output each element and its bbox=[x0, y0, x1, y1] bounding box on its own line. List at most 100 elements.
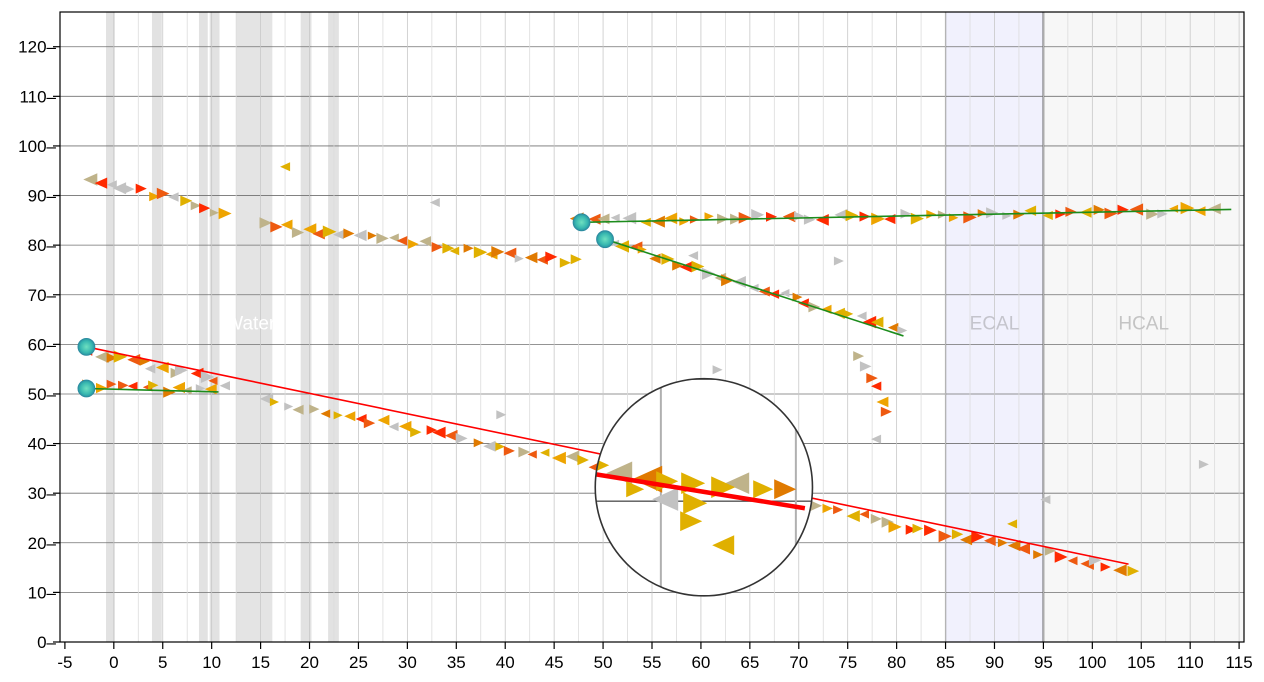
inset-hit-marker bbox=[725, 472, 750, 494]
hit-marker bbox=[199, 203, 211, 214]
hit-marker bbox=[1088, 554, 1102, 566]
hit-marker bbox=[1208, 203, 1221, 215]
x-tick-label: 100 bbox=[1078, 653, 1106, 672]
hit-marker bbox=[926, 209, 937, 219]
vertex-marker bbox=[77, 379, 96, 398]
hit-marker bbox=[833, 505, 844, 515]
vertex-marker bbox=[77, 337, 96, 356]
hit-marker bbox=[218, 207, 232, 220]
hit-marker bbox=[853, 351, 865, 361]
vertex-marker bbox=[596, 230, 614, 249]
inset-border bbox=[594, 377, 814, 597]
hit-marker bbox=[881, 516, 894, 528]
isolated-hit-marker bbox=[833, 256, 844, 266]
hit-marker bbox=[344, 411, 356, 422]
hit-marker bbox=[322, 225, 337, 238]
hit-marker bbox=[880, 406, 892, 417]
hit-marker bbox=[483, 440, 496, 452]
hit-marker bbox=[284, 402, 294, 411]
x-tick-label: 115 bbox=[1226, 653, 1253, 672]
x-tick-label: 25 bbox=[349, 653, 368, 672]
hit-marker bbox=[1104, 207, 1118, 220]
hit-marker bbox=[679, 261, 692, 273]
x-tick-label: 85 bbox=[936, 653, 955, 672]
hit-marker bbox=[353, 229, 367, 242]
hit-marker bbox=[209, 208, 219, 217]
hit-marker bbox=[367, 231, 377, 240]
inset-hit-marker bbox=[626, 481, 645, 498]
hit-marker bbox=[637, 245, 647, 254]
hit-marker bbox=[570, 254, 582, 265]
hit-marker bbox=[640, 217, 651, 227]
hit-marker bbox=[565, 450, 580, 463]
hit-marker bbox=[782, 211, 796, 223]
hit-marker bbox=[856, 311, 867, 321]
y-tick-label: 10– bbox=[28, 583, 57, 602]
y-tick-label: 50– bbox=[28, 385, 57, 404]
hit-marker bbox=[388, 422, 399, 432]
x-tick-label: 40 bbox=[496, 653, 515, 672]
hit-marker bbox=[156, 187, 170, 200]
hit-marker bbox=[432, 426, 446, 439]
hit-marker bbox=[615, 240, 629, 253]
hit-marker bbox=[495, 442, 505, 451]
hit-marker bbox=[156, 361, 169, 374]
inset-hit-marker bbox=[652, 487, 679, 511]
hit-marker bbox=[112, 182, 127, 195]
isolated-hit-marker bbox=[1198, 459, 1209, 469]
hit-marker bbox=[691, 260, 705, 273]
hit-marker bbox=[389, 233, 399, 243]
hit-marker bbox=[463, 243, 474, 253]
hit-marker bbox=[200, 370, 215, 383]
hit-marker bbox=[672, 261, 683, 271]
isolated-hit-marker bbox=[871, 434, 882, 444]
hit-marker bbox=[376, 232, 389, 244]
inset-track-line bbox=[595, 472, 806, 511]
hit-marker bbox=[320, 409, 331, 418]
x-tick-label: 95 bbox=[1034, 653, 1053, 672]
hit-marker bbox=[960, 534, 973, 546]
hit-marker bbox=[123, 184, 135, 194]
isolated-hit-marker bbox=[688, 251, 699, 261]
hit-marker bbox=[442, 242, 455, 254]
hit-marker bbox=[118, 380, 129, 391]
hit-marker bbox=[859, 361, 872, 372]
region-label-water: Water bbox=[225, 313, 276, 334]
hit-marker bbox=[503, 247, 517, 259]
hit-marker bbox=[127, 381, 138, 391]
y-tick-label: 90– bbox=[28, 187, 57, 206]
hit-marker bbox=[871, 316, 884, 328]
hit-marker bbox=[343, 228, 355, 239]
hit-marker bbox=[986, 207, 999, 219]
hit-marker bbox=[702, 267, 716, 280]
track-line bbox=[86, 387, 219, 393]
track-line bbox=[581, 208, 1232, 224]
y-tick-label: 80– bbox=[28, 236, 57, 255]
isolated-hit-marker bbox=[429, 198, 440, 207]
hit-marker bbox=[396, 236, 408, 246]
passive-layer bbox=[151, 12, 162, 642]
hit-marker bbox=[897, 326, 908, 335]
hit-marker bbox=[312, 228, 325, 240]
hit-marker bbox=[704, 212, 714, 221]
inset-hit-marker bbox=[569, 470, 589, 488]
isolated-hit-marker bbox=[280, 162, 291, 172]
hit-marker bbox=[1113, 564, 1127, 577]
hit-marker bbox=[910, 212, 924, 225]
x-tick-label: 55 bbox=[643, 653, 662, 672]
inset-hit-marker bbox=[774, 479, 797, 500]
passive-layer bbox=[328, 12, 339, 642]
hit-marker bbox=[377, 414, 390, 426]
isolated-hit-marker bbox=[1040, 495, 1051, 505]
hit-marker bbox=[83, 173, 98, 186]
isolated-hit-marker bbox=[1007, 519, 1018, 529]
hit-marker bbox=[1055, 209, 1066, 219]
hit-marker bbox=[180, 195, 193, 207]
axes: 0– 10– 20– 30– 40– 50– 60– 70– 80– 90– 100– 110– 120… bbox=[18, 11, 1253, 672]
x-tick-label: 80 bbox=[887, 653, 906, 672]
hit-marker bbox=[491, 246, 505, 258]
hit-marker bbox=[1017, 542, 1030, 555]
passive-layer bbox=[209, 12, 220, 642]
hit-marker bbox=[449, 246, 460, 256]
